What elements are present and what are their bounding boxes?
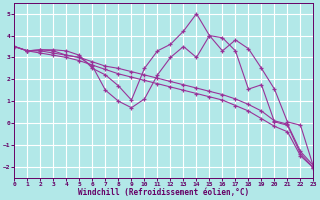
X-axis label: Windchill (Refroidissement éolien,°C): Windchill (Refroidissement éolien,°C) [78,188,250,197]
